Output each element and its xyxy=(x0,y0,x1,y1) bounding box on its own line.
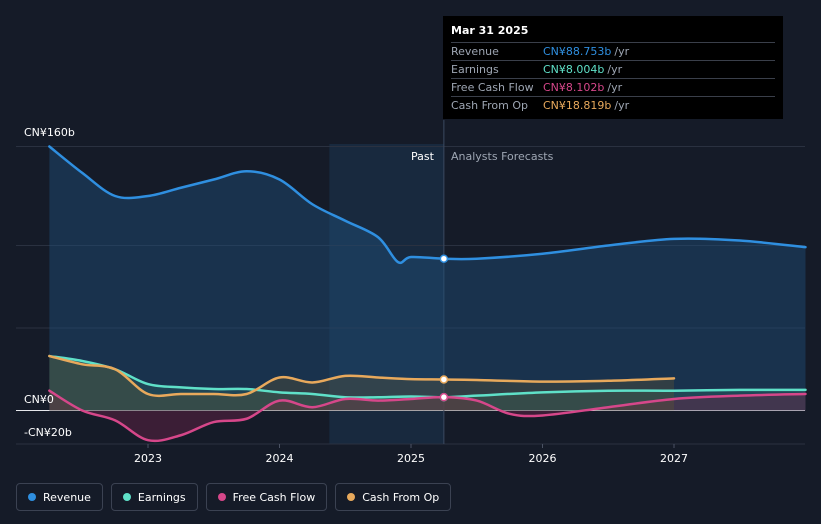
x-tick-label: 2027 xyxy=(660,452,688,465)
x-tick-label: 2023 xyxy=(134,452,162,465)
legend-item-free-cash-flow[interactable]: Free Cash Flow xyxy=(205,483,328,511)
tooltip-row-free-cash-flow: Free Cash Flow CN¥8.102b /yr xyxy=(451,78,775,96)
cash-from-op-marker xyxy=(439,375,449,384)
legend-item-cash-from-op[interactable]: Cash From Op xyxy=(335,483,452,511)
legend-item-revenue[interactable]: Revenue xyxy=(16,483,103,511)
tooltip-row-unit: /yr xyxy=(614,45,630,58)
legend-dot-icon xyxy=(347,493,356,501)
legend-label: Cash From Op xyxy=(362,490,440,504)
cash-from-op-line xyxy=(48,354,676,398)
past-label: Past xyxy=(411,150,434,163)
legend-label: Revenue xyxy=(43,490,91,504)
free-cash-flow-area xyxy=(49,390,806,441)
tooltip-row-revenue: Revenue CN¥88.753b /yr xyxy=(451,42,775,60)
past-region-shade xyxy=(329,144,444,444)
tooltip-row-label: Earnings xyxy=(451,63,499,76)
tooltip-row-earnings: Earnings CN¥8.004b /yr xyxy=(451,60,775,78)
tooltip: Mar 31 2025 Revenue CN¥88.753b /yr Earni… xyxy=(443,16,783,119)
tooltip-row-label: Cash From Op xyxy=(451,99,529,112)
tooltip-row-unit: /yr xyxy=(607,63,623,76)
x-tick-label: 2025 xyxy=(397,452,425,465)
tooltip-row-value: CN¥8.102b xyxy=(543,81,605,94)
free-cash-flow-marker xyxy=(439,392,449,402)
y-tick-label-bottom: -CN¥20b xyxy=(24,426,72,439)
legend-label: Free Cash Flow xyxy=(232,490,316,504)
tooltip-row-label: Revenue xyxy=(451,45,499,58)
tooltip-row-cash-from-op: Cash From Op CN¥18.819b /yr xyxy=(451,96,775,114)
revenue-area xyxy=(49,146,806,411)
legend-item-earnings[interactable]: Earnings xyxy=(110,483,198,511)
y-tick-label-zero: CN¥0 xyxy=(24,393,54,406)
legend-dot-icon xyxy=(217,493,226,501)
forecast-label: Analysts Forecasts xyxy=(451,150,554,163)
legend-dot-icon xyxy=(122,493,131,501)
earnings-area xyxy=(49,356,806,411)
x-tick-label: 2024 xyxy=(266,452,294,465)
tooltip-row-unit: /yr xyxy=(614,99,630,112)
tooltip-row-label: Free Cash Flow xyxy=(451,81,534,94)
legend: Revenue Earnings Free Cash Flow Cash Fro… xyxy=(16,483,452,511)
tooltip-row-unit: /yr xyxy=(607,81,623,94)
revenue-line xyxy=(48,145,807,265)
tooltip-date: Mar 31 2025 xyxy=(451,24,529,37)
revenue-marker xyxy=(439,254,449,263)
y-tick-label-top: CN¥160b xyxy=(24,126,75,139)
tooltip-row-value: CN¥8.004b xyxy=(543,63,605,76)
tooltip-row-value: CN¥88.753b xyxy=(543,45,612,58)
legend-dot-icon xyxy=(28,493,36,501)
legend-label: Earnings xyxy=(137,490,186,504)
cash-from-op-area xyxy=(49,356,674,411)
tooltip-row-value: CN¥18.819b xyxy=(543,99,612,112)
free-cash-flow-line xyxy=(48,389,807,443)
x-tick-label: 2026 xyxy=(529,452,557,465)
